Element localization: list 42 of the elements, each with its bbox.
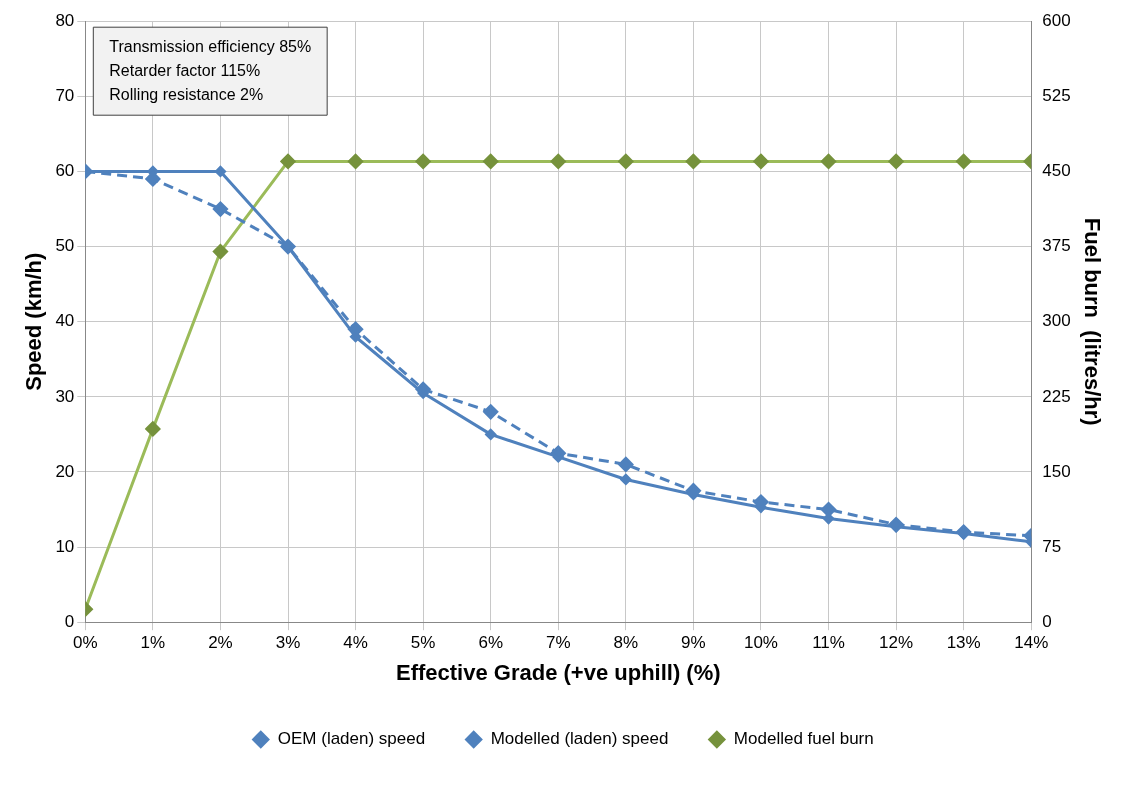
y-tick-label: 20 — [55, 461, 75, 481]
y-tick-label: 30 — [55, 386, 75, 406]
y2-tick-label: 0 — [1042, 611, 1052, 631]
y-axis-title: Speed (km/h) — [21, 252, 47, 391]
annotation: Retarder factor 115% — [109, 61, 261, 79]
x-axis-title: Effective Grade (+ve uphill) (%) — [395, 659, 721, 685]
y-tick-label: 50 — [55, 236, 75, 256]
y2-axis-title: Fuel burn (litres/hr) — [1079, 217, 1105, 426]
x-tick-label: 4% — [343, 633, 368, 653]
legend-label: Modelled (laden) speed — [490, 729, 669, 749]
y-tick-label: 70 — [55, 86, 75, 106]
x-tick-label: 12% — [879, 633, 914, 653]
y2-tick-label: 150 — [1042, 461, 1071, 481]
x-tick-label: 13% — [946, 633, 981, 653]
y2-tick-label: 450 — [1042, 161, 1071, 181]
x-tick-label: 1% — [140, 633, 166, 653]
y-tick-label: 40 — [55, 311, 75, 331]
y-tick-label: 0 — [64, 611, 75, 631]
x-tick-label: 7% — [545, 633, 571, 653]
x-tick-label: 0% — [73, 633, 98, 653]
x-tick-label: 5% — [410, 633, 436, 653]
x-tick-label: 11% — [812, 633, 845, 653]
legend-label: Modelled fuel burn — [733, 729, 874, 749]
y-tick-label: 80 — [55, 10, 75, 30]
x-tick-label: 10% — [743, 633, 778, 653]
x-tick-label: 8% — [613, 633, 639, 653]
annotation: Transmission efficiency 85% — [109, 37, 312, 55]
legend-label: OEM (laden) speed — [277, 729, 426, 749]
annotation: Rolling resistance 2% — [109, 85, 264, 103]
y2-tick-label: 300 — [1042, 311, 1071, 331]
x-tick-label: 3% — [275, 633, 301, 653]
y2-tick-label: 75 — [1042, 536, 1062, 556]
y2-tick-label: 225 — [1042, 386, 1071, 406]
y-tick-label: 60 — [55, 161, 75, 181]
y2-tick-label: 525 — [1042, 86, 1071, 106]
y2-tick-label: 375 — [1042, 236, 1071, 256]
x-tick-label: 9% — [681, 633, 706, 653]
x-tick-label: 14% — [1014, 633, 1049, 653]
x-tick-label: 2% — [208, 633, 233, 653]
x-tick-label: 6% — [478, 633, 503, 653]
y-tick-label: 10 — [55, 536, 75, 556]
y2-tick-label: 600 — [1042, 10, 1071, 30]
